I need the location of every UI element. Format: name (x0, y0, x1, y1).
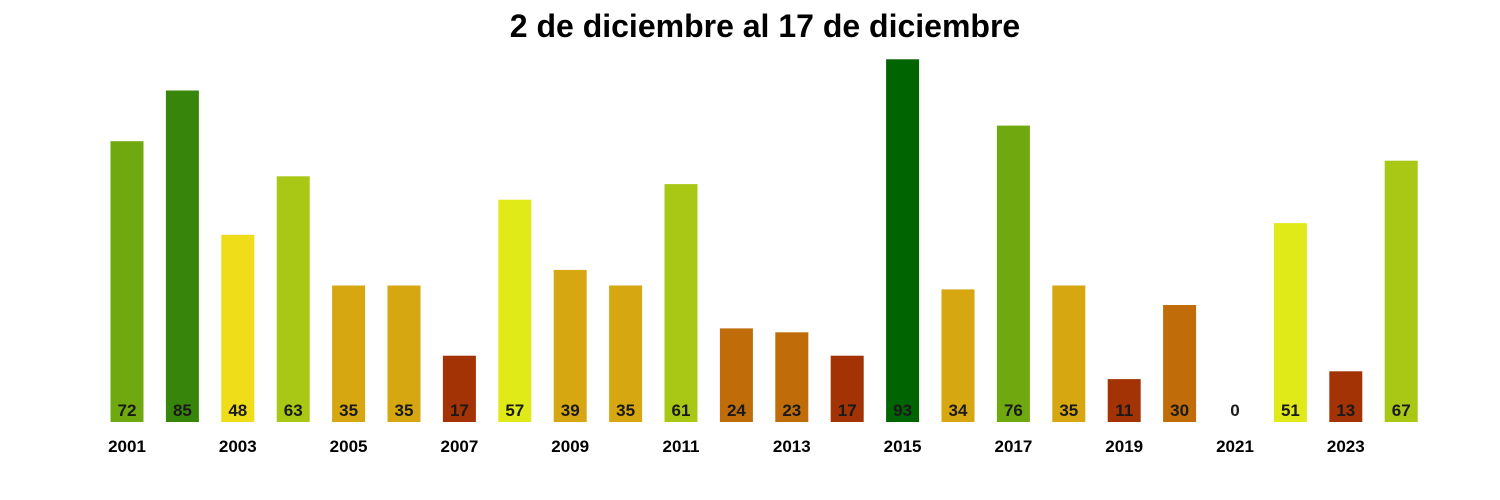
value-label-2022: 51 (1281, 401, 1300, 420)
value-label-2018: 35 (1059, 401, 1078, 420)
value-label-2010: 35 (616, 401, 635, 420)
bar-2015 (886, 59, 920, 423)
bar-2022 (1273, 223, 1307, 422)
bar-2010 (609, 285, 643, 422)
value-label-2009: 39 (561, 401, 580, 420)
bar-2012 (719, 328, 753, 422)
value-label-2003: 48 (228, 401, 247, 420)
x-tick-label-2009: 2009 (551, 437, 589, 456)
bar-2007 (442, 355, 476, 422)
x-tick-label-2017: 2017 (994, 437, 1032, 456)
bar-2001 (110, 141, 144, 422)
x-tick-label-2015: 2015 (884, 437, 922, 456)
x-tick-label-2023: 2023 (1327, 437, 1365, 456)
value-label-2020: 30 (1170, 401, 1189, 420)
bar-2013 (775, 332, 809, 422)
bar-2011 (664, 184, 698, 422)
value-label-2008: 57 (505, 401, 524, 420)
x-tick-label-2011: 2011 (663, 437, 700, 456)
x-tick-label-2007: 2007 (440, 437, 478, 456)
bar-2004 (276, 176, 310, 422)
bar-2014 (830, 355, 864, 422)
bar-2002 (165, 90, 199, 422)
bar-2020 (1163, 305, 1197, 422)
x-tick-label-2005: 2005 (330, 437, 368, 456)
bar-2005 (332, 285, 366, 422)
x-tick-label-2019: 2019 (1105, 437, 1143, 456)
value-label-2004: 63 (284, 401, 303, 420)
bar-2003 (221, 234, 255, 422)
value-label-2021: 0 (1230, 401, 1239, 420)
x-tick-label-2013: 2013 (773, 437, 811, 456)
bar-2017 (996, 125, 1030, 422)
value-label-2016: 34 (949, 401, 968, 420)
bar-2023 (1329, 371, 1363, 422)
bar-2024 (1384, 160, 1418, 422)
value-label-2012: 24 (727, 401, 746, 420)
bar-2009 (553, 269, 587, 422)
value-label-2005: 35 (339, 401, 358, 420)
bar-2019 (1107, 379, 1141, 422)
value-label-2011: 61 (672, 401, 691, 420)
x-tick-label-2001: 2001 (108, 437, 146, 456)
value-label-2013: 23 (782, 401, 801, 420)
bar-2008 (498, 199, 532, 422)
bar-2006 (387, 285, 421, 422)
bar-2016 (941, 289, 975, 422)
x-tick-label-2021: 2021 (1216, 437, 1254, 456)
bar-2018 (1052, 285, 1086, 422)
value-label-2002: 85 (173, 401, 192, 420)
chart-title: 2 de diciembre al 17 de diciembre (509, 8, 1021, 44)
x-tick-label-2003: 2003 (219, 437, 257, 456)
value-label-2006: 35 (395, 401, 414, 420)
value-label-2015: 93 (893, 401, 912, 420)
value-label-2019: 11 (1115, 401, 1133, 420)
value-label-2024: 67 (1392, 401, 1411, 420)
value-label-2007: 17 (450, 401, 469, 420)
value-label-2017: 76 (1004, 401, 1023, 420)
value-label-2001: 72 (118, 401, 137, 420)
value-label-2023: 13 (1336, 401, 1355, 420)
value-label-2014: 17 (838, 401, 857, 420)
